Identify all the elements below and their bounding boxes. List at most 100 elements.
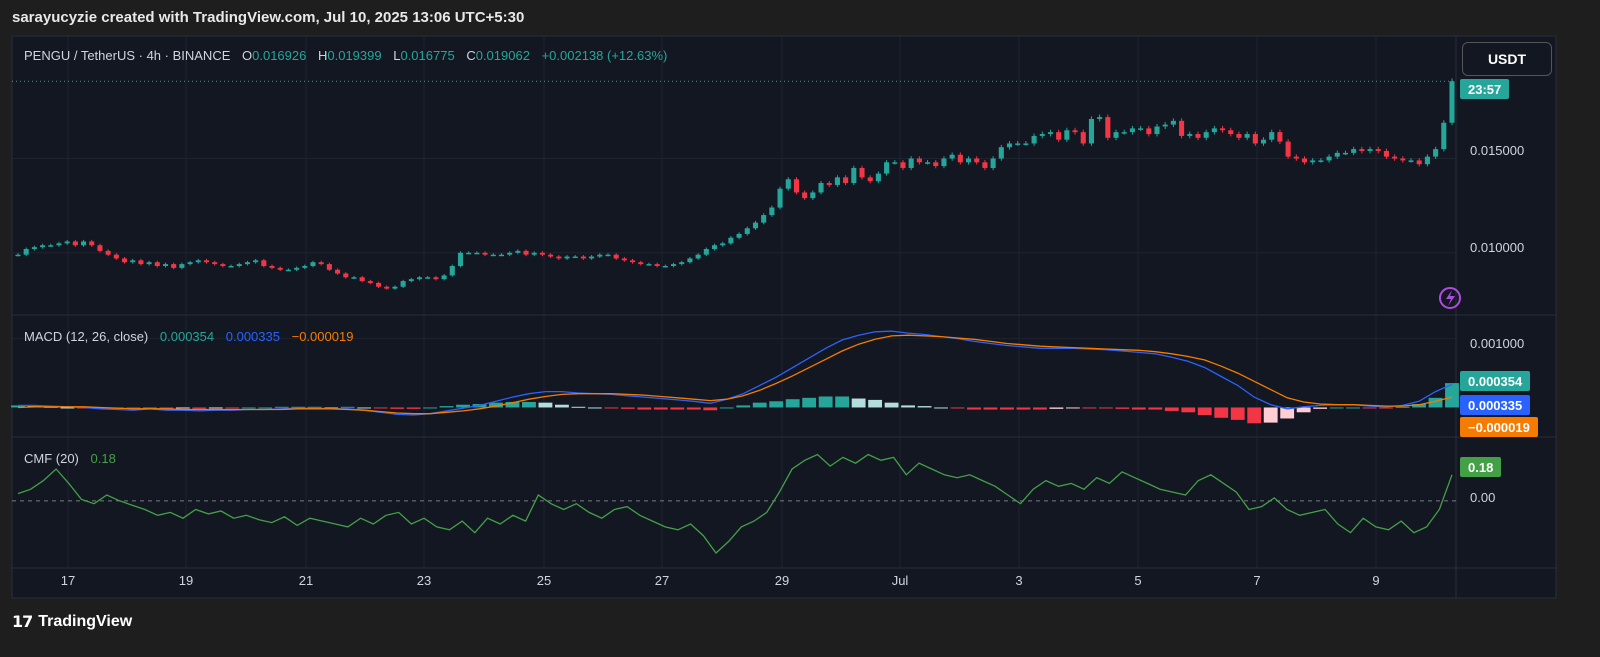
x-tick-label: 29	[774, 573, 790, 588]
macd-tick-label: 0.001000	[1470, 336, 1525, 351]
macd-histogram-bar	[1395, 406, 1410, 408]
candle-up	[48, 245, 54, 247]
candle-down	[933, 162, 939, 167]
candle-down	[1285, 141, 1291, 157]
x-tick-label: 5	[1134, 573, 1142, 588]
candle-up	[1441, 122, 1447, 150]
macd-histogram-bar	[686, 407, 701, 410]
candle-down	[277, 267, 283, 270]
candle-up	[1047, 132, 1054, 135]
macd-histogram-bar	[653, 407, 668, 410]
macd-histogram-bar	[719, 407, 734, 409]
macd-histogram-bar	[1049, 407, 1064, 409]
macd-histogram-bar	[587, 407, 602, 409]
candle-up	[1211, 128, 1217, 133]
candle-up	[351, 277, 357, 279]
candle-up	[671, 264, 677, 266]
candle-up	[40, 245, 46, 248]
candle-up	[679, 262, 685, 265]
candle-up	[1449, 81, 1455, 123]
candle-down	[359, 277, 365, 282]
macd-histogram-bar	[291, 406, 306, 408]
macd-histogram-bar	[1148, 407, 1163, 410]
candle-up	[1187, 134, 1193, 136]
x-tick-label: 23	[416, 573, 432, 588]
macd-histogram-bar	[818, 396, 833, 408]
candle-up	[130, 260, 136, 263]
candle-down	[580, 256, 586, 259]
candle-up	[834, 177, 840, 185]
candle-up	[1097, 117, 1103, 119]
candle-up	[15, 254, 21, 257]
macd-histogram-bar	[802, 397, 817, 408]
x-tick-label: Jul	[891, 573, 909, 588]
candle-up	[146, 262, 152, 265]
candle-up	[64, 241, 70, 244]
macd-histogram-bar	[1065, 407, 1080, 409]
currency-button[interactable]: USDT	[1462, 42, 1552, 76]
macd-histogram-bar	[670, 407, 685, 410]
plot-background	[11, 35, 1557, 599]
candle-up	[81, 241, 87, 246]
high-label: H	[317, 48, 328, 63]
candle-down	[212, 262, 218, 265]
candle-down	[957, 154, 963, 163]
candle-up	[998, 147, 1004, 159]
candle-down	[630, 260, 636, 263]
candle-up	[1138, 128, 1144, 130]
candle-down	[802, 192, 808, 199]
cmf-value: 0.18	[90, 451, 116, 466]
macd-histogram-bar	[192, 407, 207, 409]
candle-down	[384, 286, 390, 289]
candle-down	[916, 158, 922, 163]
candle-up	[1113, 132, 1119, 138]
candle-down	[1392, 156, 1398, 159]
candle-down	[72, 241, 78, 246]
candle-up	[1154, 126, 1160, 135]
candle-up	[1408, 160, 1414, 162]
macd-histogram-bar	[1362, 407, 1377, 409]
macd-title: MACD (12, 26, close)	[24, 329, 149, 344]
candle-up	[949, 154, 955, 159]
macd-histogram-bar	[950, 407, 965, 409]
macd-legend: MACD (12, 26, close) 0.000354 0.000335 −…	[24, 329, 361, 344]
candle-up	[507, 252, 513, 255]
macd-histogram-bar	[1082, 407, 1097, 409]
candle-up	[925, 162, 931, 164]
x-tick-label: 27	[654, 573, 670, 588]
low-value: 0.016775	[400, 48, 455, 63]
macd-histogram-bar	[406, 407, 421, 409]
x-tick-label: 17	[60, 573, 76, 588]
macd-histogram-bar	[522, 401, 536, 408]
candle-down	[1383, 150, 1389, 157]
macd-histogram-bar	[1247, 407, 1262, 424]
candle-down	[1056, 132, 1062, 140]
low-label: L	[393, 48, 401, 63]
candle-up	[990, 158, 996, 168]
candle-down	[269, 265, 275, 268]
macd-histogram-bar	[175, 407, 190, 409]
candle-up	[589, 256, 595, 259]
candle-down	[613, 254, 619, 259]
macd-histogram-bar	[785, 399, 800, 408]
countdown-tag: 23:57	[1460, 79, 1510, 99]
candle-down	[556, 256, 562, 259]
signal-line	[17, 334, 1453, 415]
macd-histogram-bar	[901, 405, 915, 408]
candle-down	[539, 252, 545, 255]
candle-up	[425, 277, 431, 279]
macd-histogram-bar	[340, 406, 355, 408]
macd-histogram-bar	[258, 407, 273, 409]
candle-down	[793, 179, 799, 193]
cmf-tick-label: 0.00	[1470, 490, 1496, 505]
close-label: C	[466, 48, 476, 63]
candle-down	[1220, 128, 1226, 131]
candle-up	[646, 264, 652, 266]
candle-up	[711, 245, 718, 250]
candle-up	[941, 158, 947, 167]
macd-histogram-bar	[1230, 407, 1245, 420]
candle-down	[859, 167, 865, 178]
symbol-label: PENGU / TetherUS · 4h · BINANCE	[24, 48, 231, 63]
candle-down	[548, 254, 554, 257]
